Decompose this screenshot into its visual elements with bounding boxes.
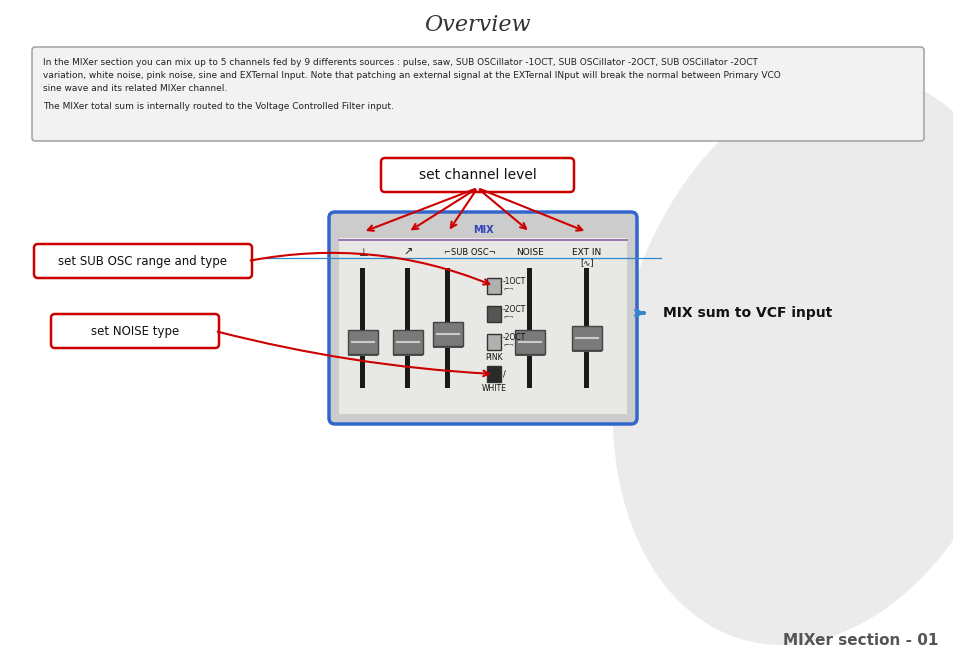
FancyBboxPatch shape: [51, 314, 219, 348]
Bar: [515, 332, 544, 356]
Text: ↗: ↗: [403, 248, 413, 258]
Bar: [572, 326, 601, 350]
Bar: [433, 324, 462, 348]
Text: set channel level: set channel level: [418, 168, 536, 182]
Text: MIX sum to VCF input: MIX sum to VCF input: [662, 306, 831, 320]
Bar: [405, 268, 410, 388]
Bar: [433, 322, 462, 346]
Bar: [486, 366, 500, 382]
Bar: [486, 306, 500, 322]
Text: PINK: PINK: [485, 353, 502, 362]
Bar: [338, 238, 626, 414]
Text: Overview: Overview: [423, 14, 530, 36]
Bar: [515, 330, 544, 354]
Text: -2OCT: -2OCT: [502, 305, 526, 315]
Bar: [527, 268, 532, 388]
FancyBboxPatch shape: [380, 158, 574, 192]
Text: ⌐¬: ⌐¬: [502, 342, 513, 348]
Bar: [360, 268, 365, 388]
FancyBboxPatch shape: [32, 47, 923, 141]
Bar: [584, 268, 589, 388]
Text: ⌐SUB OSC¬: ⌐SUB OSC¬: [444, 248, 496, 257]
Text: MIX: MIX: [472, 225, 493, 235]
Text: NOISE: NOISE: [516, 248, 543, 257]
Bar: [445, 268, 450, 388]
Text: In the MIXer section you can mix up to 5 channels fed by 9 differents sources : : In the MIXer section you can mix up to 5…: [43, 58, 757, 67]
Text: set NOISE type: set NOISE type: [91, 325, 179, 338]
Bar: [348, 330, 377, 354]
Bar: [486, 334, 500, 350]
Text: WHITE: WHITE: [481, 384, 506, 393]
Text: sine wave and its related MIXer channel.: sine wave and its related MIXer channel.: [43, 84, 227, 93]
Bar: [393, 330, 422, 354]
Text: ⊥: ⊥: [357, 248, 368, 258]
Text: [∿]: [∿]: [579, 258, 593, 267]
Bar: [572, 328, 601, 352]
Text: set SUB OSC range and type: set SUB OSC range and type: [58, 254, 227, 268]
Text: The MIXer total sum is internally routed to the Voltage Controlled Filter input.: The MIXer total sum is internally routed…: [43, 102, 394, 111]
Bar: [393, 332, 422, 356]
Bar: [348, 332, 377, 356]
Text: /: /: [502, 369, 505, 379]
Text: -2OCT: -2OCT: [502, 334, 526, 342]
Bar: [486, 278, 500, 294]
Text: MIXer section - 01: MIXer section - 01: [781, 633, 937, 648]
Text: ⌐¬: ⌐¬: [502, 286, 513, 292]
FancyBboxPatch shape: [34, 244, 252, 278]
Text: EXT IN: EXT IN: [572, 248, 601, 257]
Text: variation, white noise, pink noise, sine and EXTernal Input. Note that patching : variation, white noise, pink noise, sine…: [43, 71, 780, 80]
Ellipse shape: [612, 75, 953, 645]
FancyBboxPatch shape: [329, 212, 637, 424]
Text: ⌐¬: ⌐¬: [502, 315, 513, 319]
Text: -1OCT: -1OCT: [502, 278, 526, 286]
